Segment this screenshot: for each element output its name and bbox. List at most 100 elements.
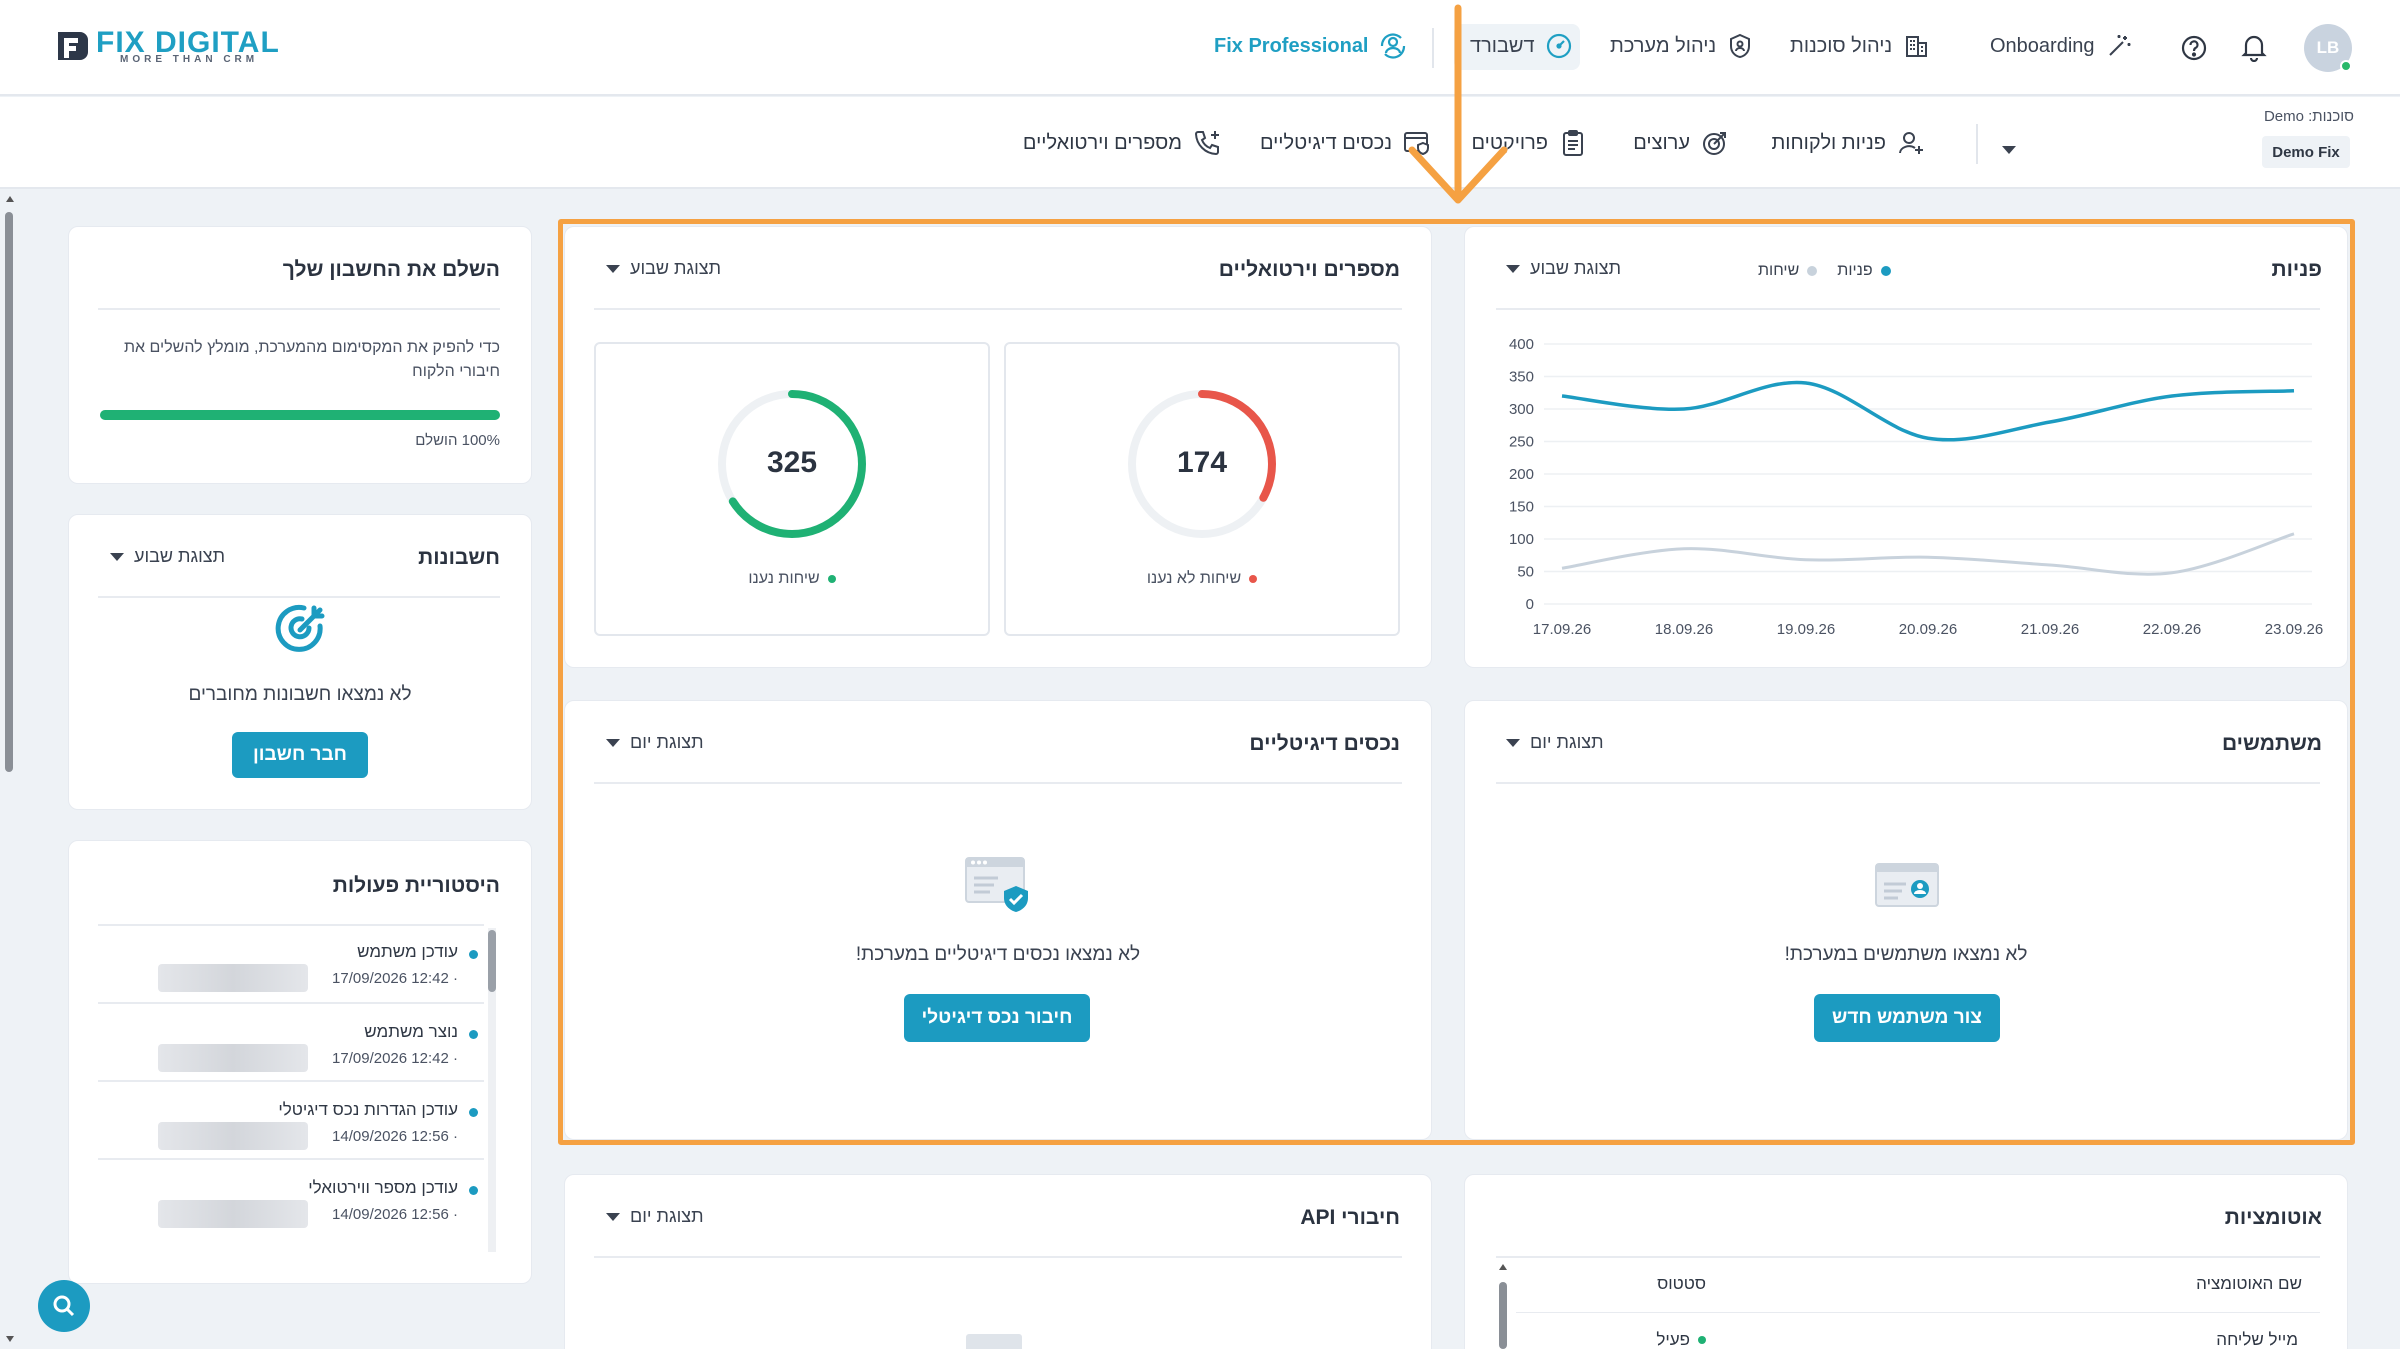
- series-line-0: [1561, 380, 2295, 442]
- automations-scrollbar[interactable]: [1498, 1264, 1508, 1349]
- top-bar: [0, 0, 2400, 96]
- missed-calls-value: 174: [1176, 446, 1228, 479]
- history-item[interactable]: נוצר משתמש 17/09/2026 12:42 ·: [98, 1002, 484, 1080]
- x-tick-label: 17.09.26: [1533, 621, 1591, 638]
- digital-assets-card-divider: [594, 782, 1402, 784]
- users-empty-text: לא נמצאו משתמשים במערכת!: [1784, 944, 2028, 965]
- history-item-user-blur: [158, 1122, 308, 1150]
- api-connections-card-title: חיבורי API: [1300, 1206, 1400, 1229]
- history-dot: [469, 950, 478, 959]
- system-management-link[interactable]: ניהול מערכת: [1610, 32, 1754, 60]
- help-icon[interactable]: [2180, 34, 2208, 62]
- history-item-date: 17/09/2026 12:42 ·: [332, 1050, 458, 1067]
- dropdown-label: תצוגת יום: [630, 732, 704, 752]
- nav-expand-chevron-icon[interactable]: [2002, 146, 2016, 154]
- ring-arc: [1128, 390, 1276, 538]
- missed-calls-label: שיחות לא נענו: [1102, 570, 1302, 588]
- dropdown-label: תצוגת יום: [1530, 732, 1604, 752]
- fix-professional-link[interactable]: Fix Professional: [1214, 32, 1407, 60]
- dropdown-chevron-icon: [1506, 738, 1520, 747]
- complete-account-divider: [98, 308, 500, 310]
- automations-card: [1464, 1174, 2348, 1349]
- automation-status-text: פעיל: [1656, 1330, 1690, 1349]
- bell-icon[interactable]: [2240, 32, 2268, 62]
- onboarding-link[interactable]: Onboarding: [1990, 32, 2133, 60]
- answered-calls-text: שיחות נענו: [748, 570, 820, 587]
- legend-dot-calls: [1807, 266, 1818, 276]
- dropdown-label: תצוגת שבוע: [134, 546, 226, 566]
- automation-row-name[interactable]: מייל שליחה: [2216, 1330, 2298, 1349]
- tutorial-arrow-icon: [1408, 4, 1508, 204]
- nav-item-leads[interactable]: פניות ולקוחות: [1771, 128, 1926, 158]
- dropdown-label: תצוגת שבוע: [630, 258, 722, 278]
- history-item-title: עודכן משתמש: [357, 942, 458, 961]
- history-dot: [469, 1108, 478, 1117]
- y-tick-label: 100: [1509, 531, 1534, 548]
- legend-calls-label: שיחות: [1758, 262, 1800, 279]
- action-history-title: היסטוריית פעולות: [332, 874, 500, 897]
- history-item-user-blur: [158, 964, 308, 992]
- user-plus-icon: [1899, 132, 1923, 154]
- history-item-date: 14/09/2026 12:56 ·: [332, 1128, 458, 1145]
- agency-selector[interactable]: Demo Fix: [2262, 136, 2350, 168]
- agency-management-link[interactable]: ניהול סוכנות: [1790, 32, 1930, 60]
- api-view-dropdown[interactable]: תצוגת יום: [606, 1206, 704, 1227]
- connect-account-button[interactable]: חבר חשבון: [232, 732, 368, 778]
- x-tick-label: 22.09.26: [2143, 621, 2201, 638]
- complete-account-progress-label: 100% הושלם: [415, 432, 500, 449]
- dropdown-chevron-icon: [606, 264, 620, 273]
- history-scrollbar[interactable]: [488, 928, 496, 1252]
- nav-item-label: פרויקטים: [1471, 131, 1548, 154]
- history-item[interactable]: עודכן מספר ווירטואלי 14/09/2026 12:56 ·: [98, 1158, 484, 1236]
- automation-row-status: פעיל: [1656, 1330, 1706, 1349]
- browser-shield-icon: [965, 857, 1028, 912]
- status-active-dot: [1698, 1336, 1706, 1344]
- y-tick-label: 300: [1509, 401, 1534, 418]
- search-icon: [53, 1295, 75, 1317]
- history-item-title: נוצר משתמש: [364, 1022, 458, 1041]
- x-tick-label: 21.09.26: [2021, 621, 2079, 638]
- y-tick-label: 150: [1509, 499, 1534, 516]
- answered-calls-value: 325: [766, 446, 818, 479]
- nav-item-channels[interactable]: ערוצים: [1633, 128, 1730, 158]
- logo-wordmark[interactable]: FIX DIGITAL: [96, 26, 280, 60]
- leads-view-dropdown[interactable]: תצוגת שבוע: [1506, 258, 1621, 279]
- leads-card-title: פניות: [2271, 258, 2323, 281]
- history-dot: [469, 1186, 478, 1195]
- history-item-date: 14/09/2026 12:56 ·: [332, 1206, 458, 1223]
- digital-assets-card: [564, 700, 1432, 1140]
- automations-header-rule: [1516, 1312, 2320, 1313]
- missed-calls-ring: [1128, 390, 1276, 538]
- virtual-numbers-card-title: מספרים וירטואליים: [1218, 258, 1400, 281]
- history-item[interactable]: עודכן הגדרות נכס דיגיטלי 14/09/2026 12:56…: [98, 1080, 484, 1158]
- leads-card: [1464, 226, 2348, 668]
- page-scrollbar[interactable]: [4, 196, 14, 1346]
- answered-calls-ring: [718, 390, 866, 538]
- logo-name-accent: DIGITAL: [155, 26, 280, 59]
- complete-account-card: [68, 226, 532, 484]
- target-icon: [1703, 132, 1726, 155]
- users-view-dropdown[interactable]: תצוגת יום: [1506, 732, 1604, 753]
- online-status-dot: [2340, 60, 2352, 72]
- legend-dot-leads: [1880, 266, 1891, 276]
- missed-calls-dot: [1249, 575, 1258, 583]
- digital-assets-view-dropdown[interactable]: תצוגת יום: [606, 732, 704, 753]
- dashboard-tab[interactable]: דשבורד: [1470, 32, 1573, 60]
- accounts-empty-text: לא נמצאו חשבונות מחוברים: [188, 684, 412, 705]
- create-user-button[interactable]: צור משתמש חדש: [1814, 994, 2000, 1042]
- history-item-user-blur: [158, 1200, 308, 1228]
- users-card: [1464, 700, 2348, 1140]
- history-item[interactable]: עודכן משתמש 17/09/2026 12:42 ·: [98, 924, 484, 1002]
- nav-item-projects[interactable]: פרויקטים: [1472, 128, 1588, 158]
- action-history-divider: [98, 924, 484, 926]
- floating-search-button[interactable]: [38, 1280, 90, 1332]
- nav-item-virtual-numbers[interactable]: מספרים וירטואליים: [1023, 128, 1222, 158]
- nav-item-digital-assets[interactable]: נכסים דיגיטליים: [1260, 128, 1432, 158]
- nav-item-label: מספרים וירטואליים: [1022, 131, 1182, 154]
- header-divider: [1432, 28, 1434, 68]
- leads-card-divider: [1496, 308, 2320, 310]
- virtual-numbers-view-dropdown[interactable]: תצוגת שבוע: [606, 258, 721, 279]
- connect-digital-asset-button[interactable]: חיבור נכס דיגיטלי: [904, 994, 1090, 1042]
- accounts-view-dropdown[interactable]: תצוגת שבוע: [110, 546, 225, 567]
- y-tick-label: 350: [1509, 369, 1534, 386]
